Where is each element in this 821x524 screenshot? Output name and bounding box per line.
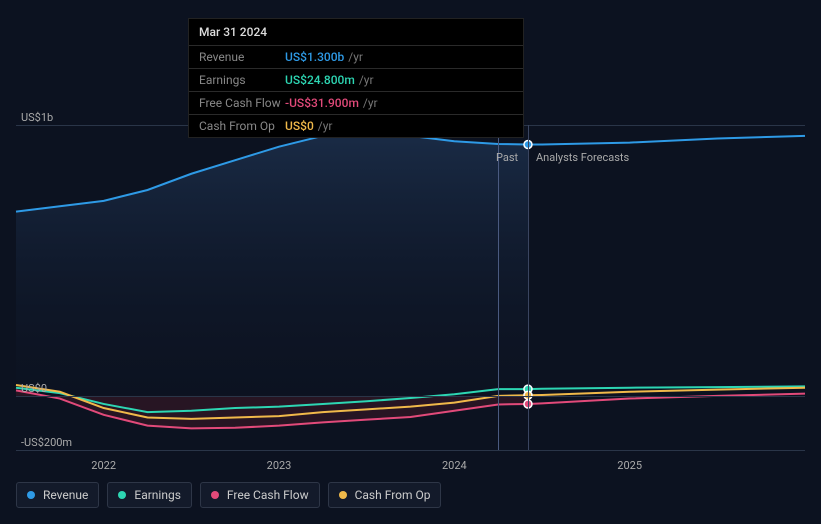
legend-label: Revenue: [43, 488, 88, 502]
tooltip-row: Free Cash Flow-US$31.900m/yr: [189, 91, 523, 114]
past-label: Past: [496, 151, 518, 164]
legend-label: Earnings: [134, 488, 181, 502]
x-axis-label: 2024: [442, 459, 467, 472]
legend-dot-icon: [339, 491, 347, 499]
tooltip-row-value: US$0: [285, 119, 314, 133]
tooltip-row-unit: /yr: [363, 96, 378, 110]
forecast-label: Analysts Forecasts: [536, 151, 629, 164]
y-axis-label: -US$200m: [21, 436, 72, 449]
tooltip-row-label: Free Cash Flow: [199, 96, 285, 110]
legend-item[interactable]: Cash From Op: [328, 482, 442, 508]
tooltip-row: Cash From OpUS$0/yr: [189, 114, 523, 137]
legend-item[interactable]: Earnings: [107, 482, 192, 508]
tooltip-row-unit: /yr: [359, 73, 374, 87]
tooltip-row-value: US$24.800m: [285, 73, 355, 87]
x-axis-label: 2022: [91, 459, 116, 472]
chart-area: US$1bUS$0-US$200m2022202320242025PastAna…: [16, 125, 805, 450]
y-axis-label: US$0: [21, 382, 47, 395]
tooltip-row-label: Earnings: [199, 73, 285, 87]
y-axis-label: US$1b: [21, 111, 53, 124]
tooltip-row-label: Revenue: [199, 50, 285, 64]
x-axis-label: 2023: [267, 459, 292, 472]
tooltip-row: RevenueUS$1.300b/yr: [189, 45, 523, 68]
legend-item[interactable]: Free Cash Flow: [200, 482, 320, 508]
tooltip-date: Mar 31 2024: [189, 19, 523, 45]
legend-label: Cash From Op: [355, 488, 431, 502]
tooltip-row-unit: /yr: [318, 119, 333, 133]
legend: Revenue Earnings Free Cash Flow Cash From O…: [16, 482, 441, 508]
legend-label: Free Cash Flow: [227, 488, 309, 502]
x-axis-label: 2025: [617, 459, 642, 472]
legend-dot-icon: [118, 491, 126, 499]
tooltip-row: EarningsUS$24.800m/yr: [189, 68, 523, 91]
chart-svg: [16, 125, 805, 450]
tooltip-row-label: Cash From Op: [199, 119, 285, 133]
tooltip-row-value: -US$31.900m: [285, 96, 359, 110]
tooltip-row-value: US$1.300b: [285, 50, 344, 64]
legend-item[interactable]: Revenue: [16, 482, 99, 508]
tooltip-vline: [498, 125, 499, 450]
tooltip-row-unit: /yr: [348, 50, 363, 64]
legend-dot-icon: [27, 491, 35, 499]
chart-tooltip: Mar 31 2024 RevenueUS$1.300b/yrEarningsU…: [188, 18, 524, 138]
past-forecast-divider: [528, 125, 529, 450]
legend-dot-icon: [211, 491, 219, 499]
